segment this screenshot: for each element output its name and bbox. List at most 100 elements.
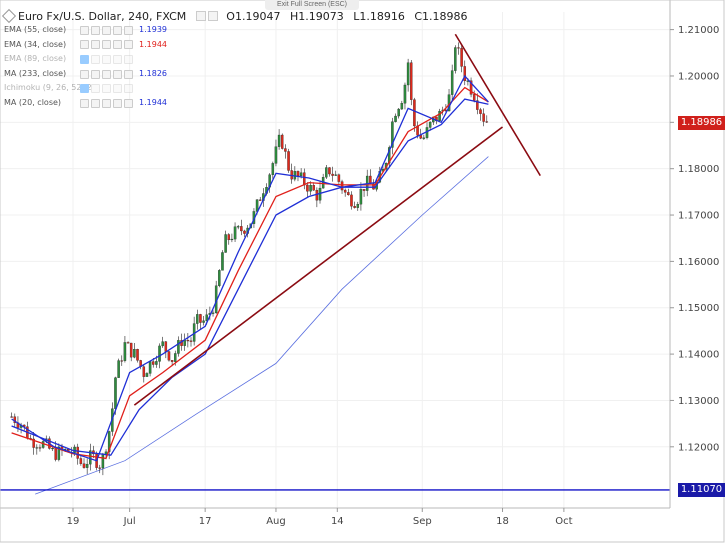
- candle-body: [10, 416, 13, 418]
- indicator-buttons[interactable]: [80, 54, 133, 64]
- legend-row-ema55[interactable]: EMA (55, close) 1.1939: [4, 23, 167, 38]
- candle-body: [287, 151, 290, 171]
- candle-body: [89, 450, 92, 465]
- candle-body: [205, 314, 208, 321]
- high-value: H1.19073: [289, 9, 344, 23]
- candle-body: [211, 312, 215, 314]
- candle-body: [117, 360, 120, 378]
- trendlines: [133, 33, 541, 406]
- candle-body: [485, 121, 489, 123]
- candle-body: [120, 360, 124, 362]
- candle-body: [325, 167, 328, 178]
- x-tick-label: Oct: [555, 516, 572, 527]
- y-tick-label: 1.17000: [678, 211, 719, 222]
- candle-body: [331, 173, 334, 176]
- candle-body: [281, 134, 284, 149]
- candle-body: [177, 340, 180, 354]
- x-tick-label: Jul: [123, 516, 136, 527]
- candle-body: [271, 163, 275, 175]
- candle-body: [85, 463, 89, 468]
- candle-body: [236, 226, 240, 228]
- candle-body: [356, 203, 360, 208]
- indicator-buttons[interactable]: [80, 98, 133, 108]
- candle-body: [328, 167, 331, 175]
- candle-body: [460, 48, 463, 67]
- y-tick-label: 1.15000: [678, 303, 719, 314]
- ma20-value: 1.1944: [139, 97, 167, 107]
- candle-body: [196, 314, 199, 324]
- candle-body: [101, 454, 105, 469]
- candle-body: [243, 230, 246, 234]
- candle-body: [343, 189, 347, 193]
- candle-body: [397, 108, 400, 117]
- candle-body: [274, 146, 278, 164]
- candle-body: [82, 463, 86, 468]
- ema-55-close-line: [11, 98, 489, 456]
- indicator-buttons[interactable]: [80, 84, 133, 94]
- candle-body: [306, 184, 309, 192]
- y-tick-label: 1.20000: [678, 71, 719, 82]
- ohlc-values: O1.19047 H1.19073 L1.18916 C1.18986: [226, 10, 473, 23]
- legend-row-ma233[interactable]: MA (233, close) 1.1826: [4, 67, 167, 82]
- candle-body: [362, 189, 366, 191]
- candle-body: [158, 345, 161, 362]
- candle-body: [76, 446, 79, 459]
- candle-body: [258, 199, 262, 201]
- candle-body: [240, 226, 243, 232]
- x-tick-label: 19: [67, 516, 80, 527]
- candle-body: [296, 171, 300, 177]
- candle-body: [161, 341, 164, 347]
- candle-body: [221, 252, 224, 271]
- x-tick-label: 17: [199, 516, 212, 527]
- ema34-value: 1.1944: [139, 39, 167, 49]
- candle-body: [199, 314, 202, 323]
- candle-body: [145, 373, 149, 377]
- indicator-buttons[interactable]: [80, 25, 133, 35]
- candle-body: [186, 340, 190, 342]
- candle-body: [151, 361, 155, 365]
- legend-row-ema89[interactable]: EMA (89, close): [4, 52, 167, 67]
- legend-row-ma20[interactable]: MA (20, close) 1.1944: [4, 96, 167, 111]
- indicator-buttons[interactable]: [80, 40, 133, 50]
- candle-body: [315, 190, 319, 201]
- candle-body: [482, 113, 485, 122]
- candle-body: [123, 342, 127, 361]
- candle-body: [428, 121, 432, 128]
- y-tick-label: 1.21000: [678, 25, 719, 36]
- candle-body: [391, 121, 394, 148]
- ma-233-line: [35, 156, 489, 495]
- candle-body: [142, 366, 146, 377]
- candle-body: [422, 137, 426, 139]
- exit-fullscreen-button[interactable]: Exit Full Screen (ESC): [265, 0, 359, 10]
- collapse-icon[interactable]: [1, 8, 17, 24]
- open-value: O1.19047: [226, 9, 281, 23]
- close-value: C1.18986: [414, 9, 468, 23]
- candle-body: [202, 320, 205, 323]
- candle-body: [233, 226, 237, 240]
- indicator-legend: EMA (55, close) 1.1939 EMA (34, close) 1…: [4, 23, 167, 111]
- low-value: L1.18916: [353, 9, 405, 23]
- x-tick-label: 18: [496, 516, 509, 527]
- candle-body: [299, 172, 303, 177]
- y-tick-label: 1.13000: [678, 396, 719, 407]
- legend-row-ema34[interactable]: EMA (34, close) 1.1944: [4, 38, 167, 53]
- candle-body: [450, 70, 454, 95]
- candle-body: [394, 115, 397, 122]
- y-tick-label: 1.18000: [678, 164, 719, 175]
- candle-body: [476, 100, 479, 110]
- indicator-buttons[interactable]: [80, 69, 133, 79]
- ema-34-close-line: [11, 86, 489, 460]
- candle-body: [438, 111, 441, 122]
- candle-body: [454, 47, 457, 71]
- candle-body: [73, 446, 76, 453]
- header-buttons[interactable]: [196, 11, 219, 21]
- candle-body: [353, 206, 356, 208]
- candle-body: [227, 234, 231, 241]
- candle-body: [469, 80, 473, 95]
- legend-row-ichimoku[interactable]: Ichimoku (9, 26, 52, 26): [4, 81, 167, 96]
- candle-body: [284, 148, 287, 152]
- resistance-trendline: [454, 33, 541, 177]
- candle-body: [400, 103, 404, 110]
- hline-price-badge: 1.11070: [678, 482, 725, 497]
